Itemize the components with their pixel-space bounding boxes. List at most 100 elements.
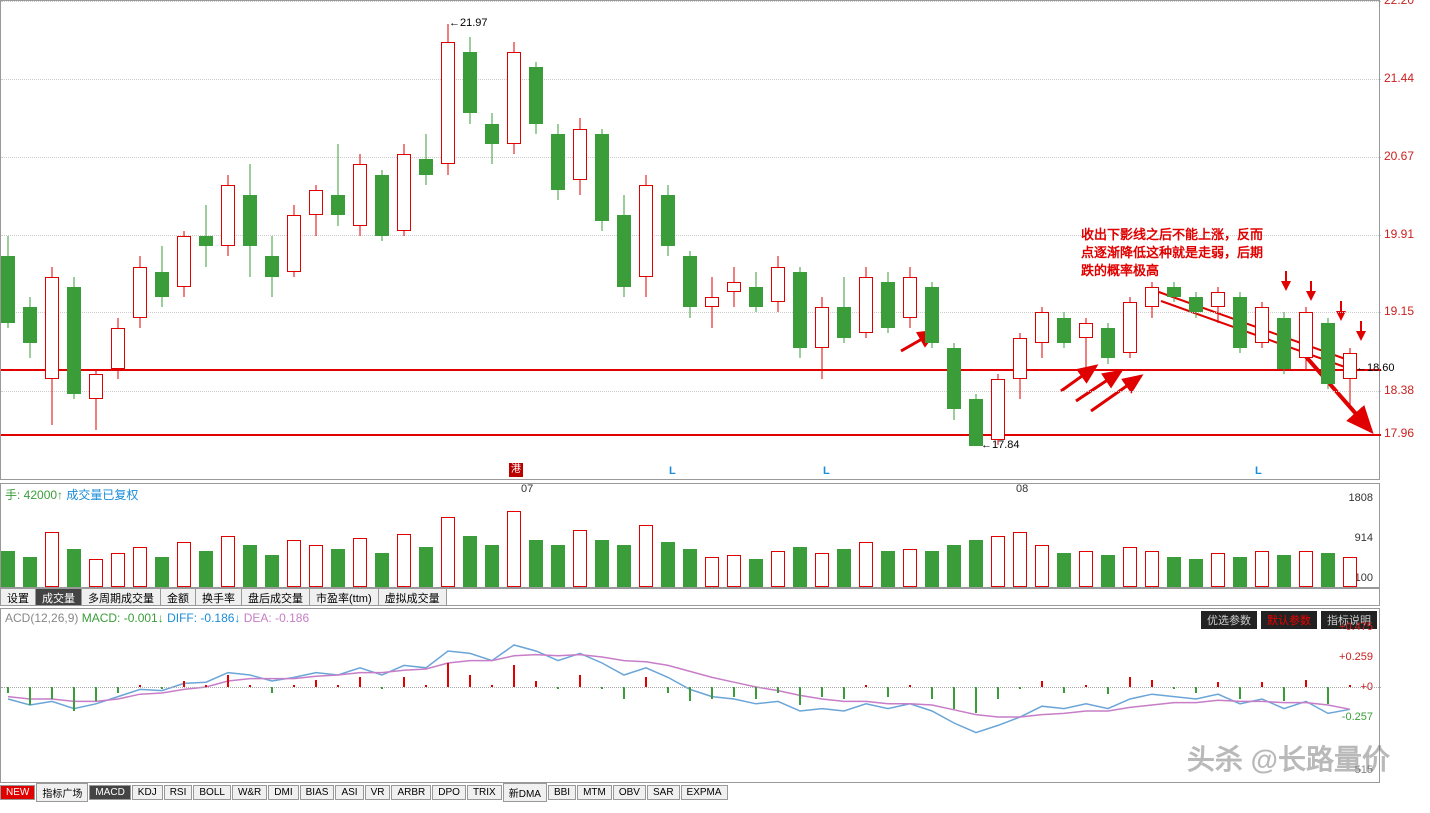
indicator-tab[interactable]: EXPMA <box>681 785 728 800</box>
volume-bar[interactable] <box>1123 547 1137 587</box>
volume-bar[interactable] <box>243 545 257 588</box>
candle[interactable] <box>991 1 1005 481</box>
volume-bar[interactable] <box>331 549 345 587</box>
macd-chart[interactable]: ACD(12,26,9) MACD: -0.001↓ DIFF: -0.186↓… <box>0 608 1380 783</box>
volume-bar[interactable] <box>23 557 37 587</box>
indicator-tab[interactable]: MTM <box>577 785 612 800</box>
volume-bar[interactable] <box>617 545 631 588</box>
candle[interactable] <box>881 1 895 481</box>
volume-bar[interactable] <box>793 547 807 587</box>
volume-bar[interactable] <box>507 511 521 588</box>
volume-bar[interactable] <box>419 547 433 587</box>
volume-bar[interactable] <box>903 549 917 587</box>
candle[interactable] <box>353 1 367 481</box>
indicator-tab[interactable]: 新DMA <box>503 783 547 802</box>
indicator-tab[interactable]: VR <box>365 785 391 800</box>
volume-bar[interactable] <box>1079 551 1093 587</box>
volume-bar[interactable] <box>771 551 785 587</box>
volume-bar[interactable] <box>947 545 961 588</box>
volume-bar[interactable] <box>1233 557 1247 587</box>
volume-bar[interactable] <box>111 553 125 587</box>
vol-tab[interactable]: 多周期成交量 <box>82 589 161 605</box>
candle[interactable] <box>331 1 345 481</box>
volume-bar[interactable] <box>925 551 939 587</box>
candle[interactable] <box>1 1 15 481</box>
candle[interactable] <box>815 1 829 481</box>
volume-bar[interactable] <box>1013 532 1027 587</box>
volume-bar[interactable] <box>1189 559 1203 587</box>
volume-bar[interactable] <box>199 551 213 587</box>
volume-bar[interactable] <box>749 559 763 587</box>
vol-tab[interactable]: 换手率 <box>196 589 242 605</box>
indicator-tab[interactable]: ASI <box>335 785 363 800</box>
candle[interactable] <box>23 1 37 481</box>
volume-bar[interactable] <box>397 534 411 587</box>
volume-bar[interactable] <box>1035 545 1049 588</box>
indicator-tab[interactable]: NEW <box>0 785 35 800</box>
volume-bar[interactable] <box>1211 553 1225 587</box>
volume-bar[interactable] <box>639 525 653 587</box>
candle[interactable] <box>859 1 873 481</box>
volume-bar[interactable] <box>705 557 719 587</box>
macd-settings-button[interactable]: 默认参数 <box>1261 611 1317 629</box>
candle[interactable] <box>903 1 917 481</box>
candle[interactable] <box>507 1 521 481</box>
candle[interactable] <box>551 1 565 481</box>
candle[interactable] <box>1035 1 1049 481</box>
candle[interactable] <box>749 1 763 481</box>
volume-bar[interactable] <box>837 549 851 587</box>
candle[interactable] <box>661 1 675 481</box>
candle[interactable] <box>221 1 235 481</box>
indicator-tab[interactable]: ARBR <box>391 785 431 800</box>
candle[interactable] <box>309 1 323 481</box>
indicator-tab[interactable]: RSI <box>164 785 193 800</box>
candle[interactable] <box>771 1 785 481</box>
indicator-tab[interactable]: 指标广场 <box>36 783 88 802</box>
indicator-tab[interactable]: W&R <box>232 785 267 800</box>
candle[interactable] <box>265 1 279 481</box>
volume-bar[interactable] <box>309 545 323 588</box>
candle[interactable] <box>67 1 81 481</box>
volume-bar[interactable] <box>177 542 191 587</box>
indicator-tab[interactable]: DPO <box>432 785 466 800</box>
volume-bar[interactable] <box>529 540 543 587</box>
candle[interactable] <box>529 1 543 481</box>
candle[interactable] <box>1321 1 1335 481</box>
volume-bar[interactable] <box>727 555 741 587</box>
volume-bar[interactable] <box>265 555 279 587</box>
vol-tab[interactable]: 市盈率(ttm) <box>310 589 379 605</box>
volume-bar[interactable] <box>1321 553 1335 587</box>
volume-bar[interactable] <box>287 540 301 587</box>
volume-bar[interactable] <box>155 557 169 587</box>
vol-tab[interactable]: 成交量 <box>36 589 82 605</box>
volume-bar[interactable] <box>881 551 895 587</box>
candle[interactable] <box>177 1 191 481</box>
vol-tab[interactable]: 虚拟成交量 <box>379 589 447 605</box>
indicator-tab[interactable]: OBV <box>613 785 646 800</box>
candlestick-chart[interactable]: ←21.97←17.84←18.60收出下影线之后不能上涨，反而点逐渐降低这种就… <box>0 0 1380 480</box>
volume-bar[interactable] <box>1255 551 1269 587</box>
candle[interactable] <box>375 1 389 481</box>
volume-bar[interactable] <box>1167 557 1181 587</box>
volume-bar[interactable] <box>485 545 499 588</box>
volume-bar[interactable] <box>595 540 609 587</box>
volume-bar[interactable] <box>551 545 565 588</box>
candle[interactable] <box>155 1 169 481</box>
volume-bar[interactable] <box>67 549 81 587</box>
indicator-tab[interactable]: SAR <box>647 785 680 800</box>
volume-bar[interactable] <box>45 532 59 587</box>
candle[interactable] <box>837 1 851 481</box>
volume-bar[interactable] <box>1343 557 1357 587</box>
indicator-tab[interactable]: BBI <box>548 785 576 800</box>
volume-bar[interactable] <box>661 542 675 587</box>
volume-bar[interactable] <box>859 542 873 587</box>
indicator-tab[interactable]: MACD <box>89 785 130 800</box>
vol-tab[interactable]: 设置 <box>1 589 36 605</box>
candle[interactable] <box>1343 1 1357 481</box>
candle[interactable] <box>89 1 103 481</box>
candle[interactable] <box>947 1 961 481</box>
candle[interactable] <box>485 1 499 481</box>
volume-bar[interactable] <box>441 517 455 587</box>
volume-bar[interactable] <box>1145 551 1159 587</box>
candle[interactable] <box>639 1 653 481</box>
